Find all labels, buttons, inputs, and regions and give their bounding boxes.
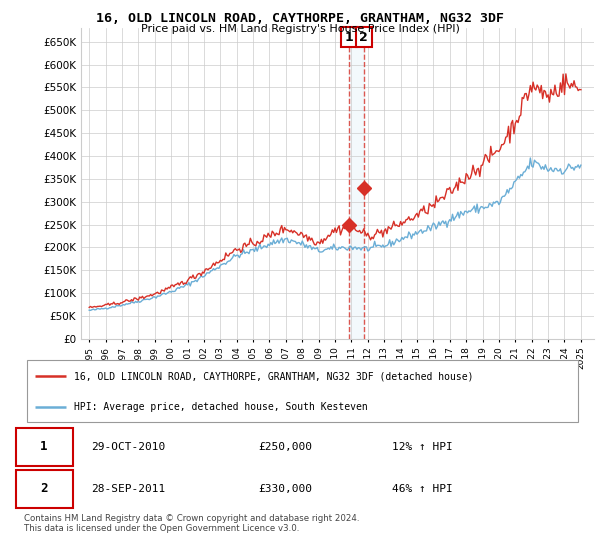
Text: 12% ↑ HPI: 12% ↑ HPI [392, 442, 453, 451]
Text: 2: 2 [40, 482, 48, 495]
Text: £330,000: £330,000 [259, 484, 313, 493]
Text: 1: 1 [344, 31, 353, 44]
Bar [349, 28, 364, 339]
Text: Contains HM Land Registry data © Crown copyright and database right 2024.
This d: Contains HM Land Registry data © Crown c… [24, 514, 359, 534]
Text: 28-SEP-2011: 28-SEP-2011 [91, 484, 165, 493]
FancyBboxPatch shape [16, 428, 73, 466]
FancyBboxPatch shape [16, 470, 73, 508]
Text: £250,000: £250,000 [259, 442, 313, 451]
Text: Price paid vs. HM Land Registry's House Price Index (HPI): Price paid vs. HM Land Registry's House … [140, 24, 460, 34]
Text: HPI: Average price, detached house, South Kesteven: HPI: Average price, detached house, Sout… [74, 402, 368, 412]
Text: 46% ↑ HPI: 46% ↑ HPI [392, 484, 453, 493]
Text: 29-OCT-2010: 29-OCT-2010 [91, 442, 165, 451]
Text: 1: 1 [40, 440, 48, 453]
Text: 16, OLD LINCOLN ROAD, CAYTHORPE, GRANTHAM, NG32 3DF: 16, OLD LINCOLN ROAD, CAYTHORPE, GRANTHA… [96, 12, 504, 25]
Text: 16, OLD LINCOLN ROAD, CAYTHORPE, GRANTHAM, NG32 3DF (detached house): 16, OLD LINCOLN ROAD, CAYTHORPE, GRANTHA… [74, 371, 474, 381]
FancyBboxPatch shape [27, 360, 578, 422]
Text: 2: 2 [359, 31, 368, 44]
